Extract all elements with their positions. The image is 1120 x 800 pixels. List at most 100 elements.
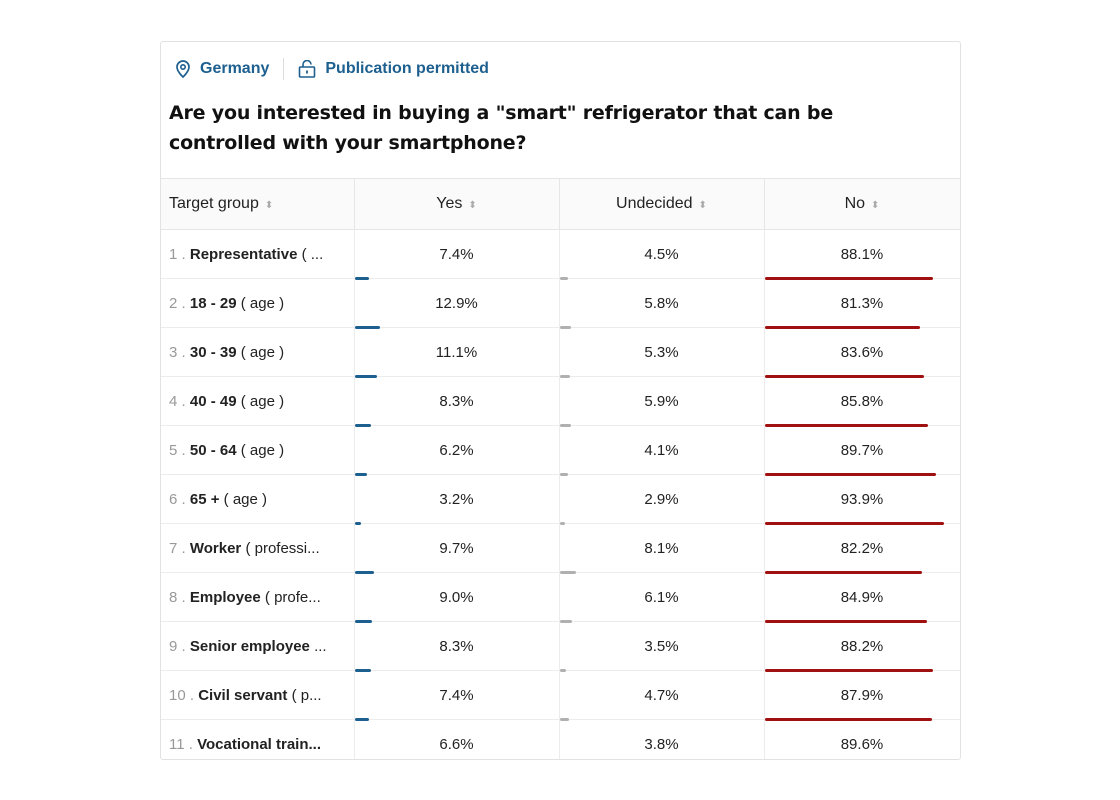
yes-cell: 6.2% [353,425,560,476]
target-group-cell: 1 . Representative ( ... [161,229,355,279]
column-label: Target group [169,195,259,212]
group-suffix: ( age ) [236,343,285,361]
table-row[interactable]: 11 . Vocational train... 6.6% 3.8% 89.6% [161,719,960,759]
row-number: 6 [169,490,178,508]
group-suffix: ( profe... [260,588,321,606]
undecided-value: 5.9% [644,392,679,410]
yes-value: 8.3% [439,637,474,655]
table-row[interactable]: 8 . Employee ( profe... 9.0% 6.1% 84.9% [161,572,960,623]
table-row[interactable]: 10 . Civil servant ( p... 7.4% 4.7% 87.9% [161,670,960,721]
no-value: 87.9% [840,686,884,704]
yes-cell: 7.4% [353,229,560,280]
no-value: 89.6% [840,735,884,753]
group-name: Civil servant [198,686,288,704]
yes-cell: 8.3% [353,376,560,427]
row-number: 4 [169,392,178,410]
no-cell: 87.9% [764,670,960,721]
no-cell: 93.9% [764,474,960,525]
table-row[interactable]: 5 . 50 - 64 ( age ) 6.2% 4.1% 89.7% [161,425,960,476]
group-name: 30 - 39 [189,343,237,361]
undecided-value: 3.8% [644,735,679,753]
no-value: 85.8% [840,392,884,410]
row-number: 11 [169,735,185,753]
row-dot: . [185,686,199,704]
row-number: 7 [169,539,178,557]
target-group-cell: 3 . 30 - 39 ( age ) [161,327,355,377]
target-group-cell: 2 . 18 - 29 ( age ) [161,278,355,328]
group-name: Employee [189,588,261,606]
table-row[interactable]: 2 . 18 - 29 ( age ) 12.9% 5.8% 81.3% [161,278,960,329]
undecided-cell: 8.1% [559,523,765,574]
row-number: 5 [169,441,178,459]
undecided-value: 5.8% [644,294,679,312]
undecided-cell: 3.5% [559,621,765,672]
yes-cell: 6.6% [353,719,560,759]
row-dot: . [177,245,190,263]
no-value: 82.2% [840,539,884,557]
yes-value: 12.9% [435,294,478,312]
yes-cell: 12.9% [353,278,560,329]
yes-cell: 7.4% [353,670,560,721]
yes-value: 7.4% [439,245,474,263]
group-name: Representative [189,245,298,263]
undecided-cell: 2.9% [559,474,765,525]
yes-cell: 3.2% [353,474,560,525]
table-row[interactable]: 9 . Senior employee ... 8.3% 3.5% 88.2% [161,621,960,672]
column-label: Undecided [616,195,693,212]
column-label: No [844,195,866,212]
unlock-icon [299,60,316,78]
target-group-cell: 5 . 50 - 64 ( age ) [161,425,355,475]
no-value: 84.9% [840,588,884,606]
undecided-cell: 5.8% [559,278,765,329]
group-name: Senior employee [189,637,310,655]
no-cell: 82.2% [764,523,960,574]
table-row[interactable]: 6 . 65 + ( age ) 3.2% 2.9% 93.9% [161,474,960,525]
row-dot: . [184,735,198,753]
no-cell: 89.7% [764,425,960,476]
yes-value: 7.4% [439,686,474,704]
sort-icon[interactable]: ⬍ [871,200,880,211]
yes-value: 6.2% [439,441,474,459]
column-header-no[interactable]: No ⬍ [764,178,960,230]
no-value: 83.6% [840,343,884,361]
column-header-target-group[interactable]: Target group ⬍ [161,178,355,230]
target-group-cell: 8 . Employee ( profe... [161,572,355,622]
row-number: 8 [169,588,178,606]
row-dot: . [177,294,190,312]
question-title: Are you interested in buying a "smart" r… [169,102,834,154]
undecided-cell: 3.8% [559,719,765,759]
no-cell: 84.9% [764,572,960,623]
column-header-yes[interactable]: Yes ⬍ [353,178,560,230]
country-link[interactable]: Germany [200,60,270,77]
yes-value: 8.3% [439,392,474,410]
table-row[interactable]: 7 . Worker ( professi... 9.7% 8.1% 82.2% [161,523,960,574]
target-group-cell: 7 . Worker ( professi... [161,523,355,573]
group-suffix: ( age ) [236,392,285,410]
yes-value: 9.0% [439,588,474,606]
sort-icon[interactable]: ⬍ [264,200,274,211]
yes-cell: 9.0% [353,572,560,623]
row-number: 2 [169,294,178,312]
table-row[interactable]: 3 . 30 - 39 ( age ) 11.1% 5.3% 83.6% [161,327,960,378]
group-suffix: ( age ) [219,490,268,508]
table-row[interactable]: 1 . Representative ( ... 7.4% 4.5% 88.1% [161,229,960,280]
column-header-undecided[interactable]: Undecided ⬍ [559,178,765,230]
sort-icon[interactable]: ⬍ [698,200,707,211]
undecided-value: 6.1% [644,588,679,606]
table-row[interactable]: 4 . 40 - 49 ( age ) 8.3% 5.9% 85.8% [161,376,960,427]
group-name: 65 + [189,490,220,508]
group-name: Worker [189,539,242,557]
sort-icon[interactable]: ⬍ [468,200,477,211]
column-label: Yes [436,195,463,212]
publication-status[interactable]: Publication permitted [325,60,489,77]
yes-cell: 9.7% [353,523,560,574]
undecided-value: 8.1% [644,539,679,557]
undecided-cell: 4.5% [559,229,765,280]
undecided-value: 4.1% [644,441,679,459]
target-group-cell: 9 . Senior employee ... [161,621,355,671]
group-suffix: ( ... [297,245,324,263]
survey-card: Germany Publication permitted Are you in… [160,41,961,760]
no-value: 93.9% [840,490,884,508]
no-value: 81.3% [840,294,884,312]
row-dot: . [177,392,190,410]
